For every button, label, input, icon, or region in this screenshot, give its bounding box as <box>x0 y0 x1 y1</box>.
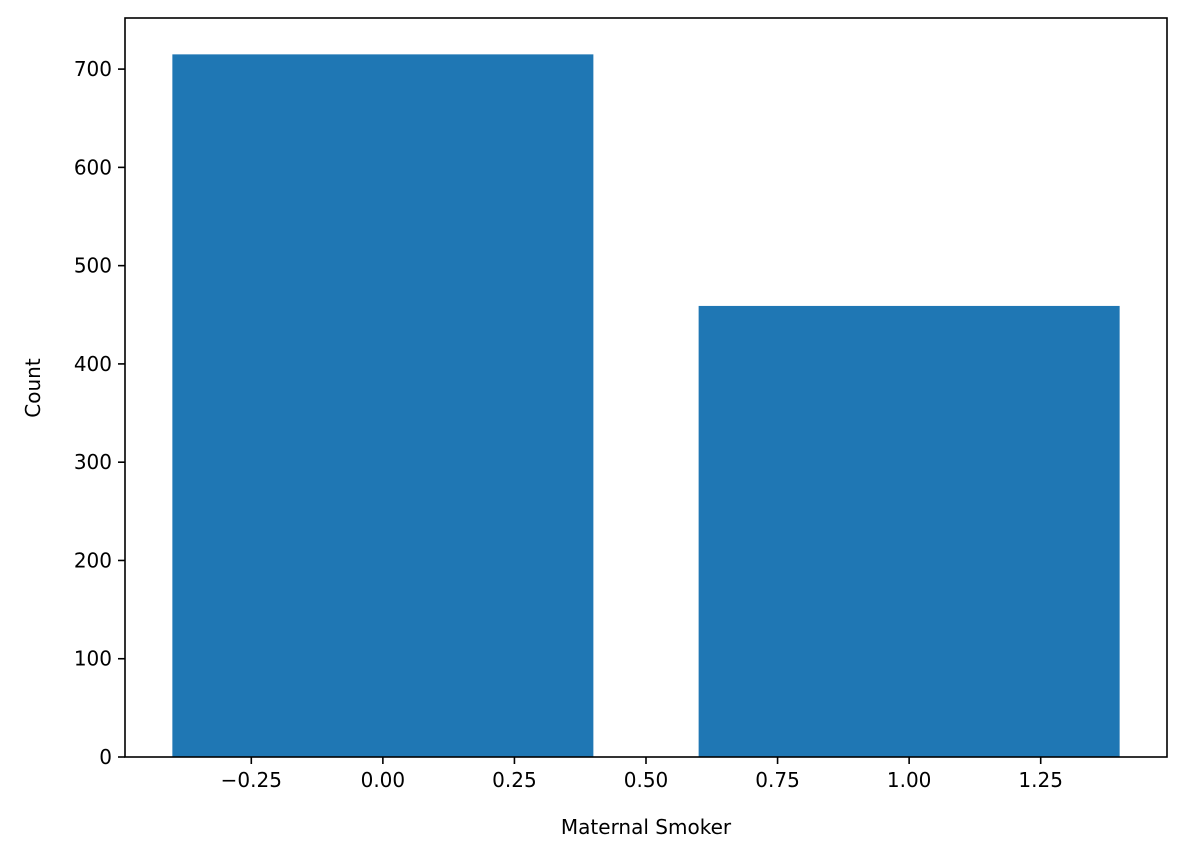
x-tick-label: 1.00 <box>887 768 932 792</box>
y-axis-label: Count <box>21 358 45 418</box>
x-axis-label: Maternal Smoker <box>561 815 732 839</box>
bar-1 <box>698 305 1120 757</box>
bar-0 <box>172 54 594 758</box>
x-tick-label: −0.25 <box>221 768 282 792</box>
y-tick-label: 300 <box>74 450 112 474</box>
x-tick-label: 1.25 <box>1018 768 1063 792</box>
y-tick-label: 600 <box>74 155 112 179</box>
x-tick-label: 0.75 <box>755 768 800 792</box>
y-tick-label: 700 <box>74 57 112 81</box>
y-tick-label: 400 <box>74 352 112 376</box>
x-tick-label: 0.25 <box>492 768 537 792</box>
y-tick-label: 100 <box>74 647 112 671</box>
bars-group <box>172 54 1120 758</box>
y-tick-label: 0 <box>99 745 112 769</box>
x-tick-label: 0.00 <box>361 768 406 792</box>
y-tick-label: 500 <box>74 254 112 278</box>
x-axis-ticks: −0.25 0.00 0.25 0.50 0.75 1.00 1.25 <box>221 757 1063 792</box>
x-tick-label: 0.50 <box>624 768 669 792</box>
y-axis-ticks: 0 100 200 300 400 500 600 700 <box>74 57 125 769</box>
y-tick-label: 200 <box>74 548 112 572</box>
